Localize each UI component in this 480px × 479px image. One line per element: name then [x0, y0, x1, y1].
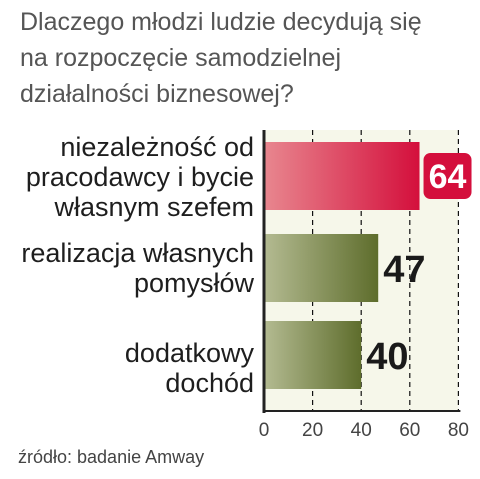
bar-1 — [264, 142, 420, 210]
category-label-1-line-3: własnym szefem — [54, 192, 254, 222]
title-line-1: Dlaczego młodzi ludzie decydują się — [20, 8, 422, 36]
category-label-1-line-2: pracodawcy i bycie — [25, 162, 254, 192]
data-label-1: 64 — [429, 158, 467, 196]
data-label-2: 47 — [383, 249, 425, 291]
category-label-3-line-2: dochód — [165, 368, 254, 398]
category-label-3-line-1: dodatkowy — [124, 338, 254, 368]
source-note: źródło: badanie Amway — [18, 447, 205, 467]
category-label-2-line-2: pomysłów — [133, 268, 254, 298]
x-tick-label-20: 20 — [302, 420, 323, 441]
x-tick-label-80: 80 — [448, 420, 469, 441]
bars: 64 47 40 — [264, 142, 472, 389]
x-axis: 0 20 40 60 80 — [259, 130, 469, 441]
x-tick-label-0: 0 — [259, 420, 270, 441]
chart-title: Dlaczego młodzi ludzie decydują się na r… — [20, 4, 460, 112]
x-tick-label-40: 40 — [351, 420, 372, 441]
data-label-3: 40 — [366, 336, 408, 378]
category-label-2-line-1: realizacja własnych — [21, 238, 254, 268]
x-tick-label-60: 60 — [399, 420, 420, 441]
title-line-3: działalności biznesowej? — [20, 80, 294, 108]
title-line-2: na rozpoczęcie samodzielnej — [20, 44, 342, 72]
bar-2 — [264, 234, 379, 302]
category-label-3: dodatkowy dochód — [125, 338, 254, 398]
category-label-1: niezależność od pracodawcy i bycie własn… — [26, 132, 254, 222]
category-label-2: realizacja własnych pomysłów — [21, 238, 254, 298]
bar-3 — [264, 321, 362, 389]
category-label-1-line-1: niezależność od — [60, 132, 254, 162]
value-badge-1 — [423, 153, 472, 199]
